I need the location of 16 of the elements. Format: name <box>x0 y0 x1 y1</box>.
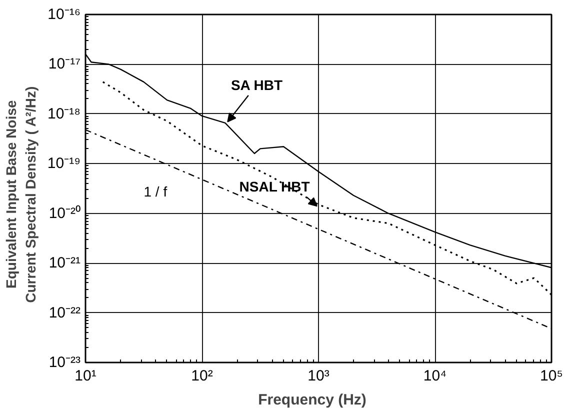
x-tick-label: 10² <box>191 368 213 384</box>
y-tick-label: 10⁻²² <box>48 304 81 322</box>
y-tick-label: 10⁻¹⁶ <box>48 6 81 23</box>
y-axis-title: Equivalent Input Base Noise Current Spectral Density ( A²/Hz) <box>3 86 38 303</box>
y-tick-label: 10⁻¹⁸ <box>47 105 81 122</box>
y-tick-label: 10⁻²⁰ <box>48 204 81 222</box>
text: SA HBT <box>230 77 284 94</box>
y-tick-label: 10⁻²¹ <box>48 254 81 272</box>
x-tick-label: 10³ <box>308 368 330 384</box>
x-tick-label: 10⁵ <box>540 368 563 384</box>
y-tick-label: 10⁻¹⁹ <box>47 155 81 172</box>
y-tick-label: 10⁻¹⁷ <box>48 56 80 73</box>
series-label: NSAL HBT <box>239 178 310 195</box>
series-label: 1 / f <box>144 183 168 200</box>
x-tick-label: 10⁴ <box>423 368 447 384</box>
x-axis-title: Frequency (Hz) <box>258 392 366 408</box>
